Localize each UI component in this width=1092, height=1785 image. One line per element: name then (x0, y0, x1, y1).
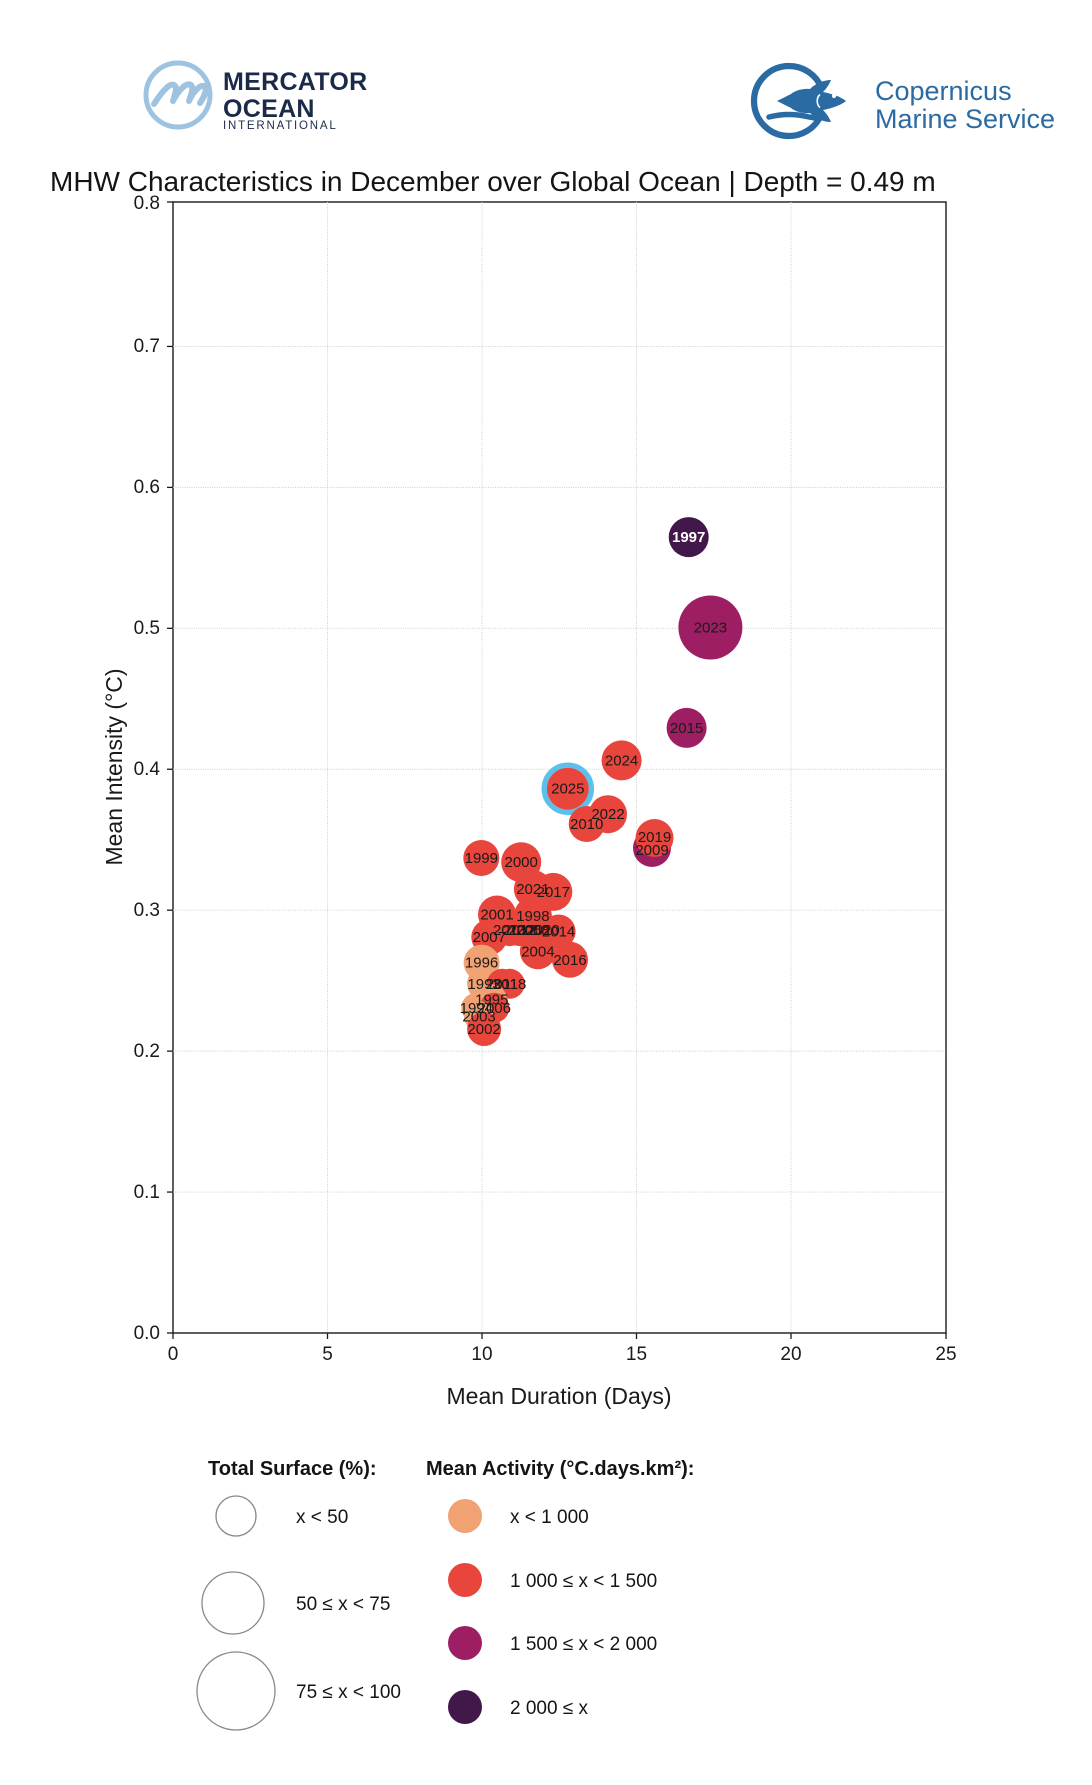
svg-text:1997: 1997 (672, 529, 705, 546)
svg-text:Mean Activity (°C.days.km²):: Mean Activity (°C.days.km²): (426, 1458, 694, 1480)
svg-text:0.2: 0.2 (134, 1041, 160, 1062)
svg-text:75 ≤ x < 100: 75 ≤ x < 100 (296, 1682, 401, 1703)
svg-text:1 500 ≤ x < 2 000: 1 500 ≤ x < 2 000 (510, 1634, 657, 1655)
svg-text:2001: 2001 (480, 907, 513, 924)
svg-text:10: 10 (471, 1344, 492, 1365)
svg-text:Mean Duration (Days): Mean Duration (Days) (447, 1383, 672, 1409)
svg-text:x < 1 000: x < 1 000 (510, 1507, 589, 1528)
svg-text:0.6: 0.6 (134, 477, 160, 498)
svg-text:0.3: 0.3 (134, 900, 160, 921)
svg-text:x < 50: x < 50 (296, 1507, 348, 1528)
svg-text:25: 25 (935, 1344, 956, 1365)
svg-text:2002: 2002 (467, 1021, 500, 1038)
svg-text:2004: 2004 (521, 943, 554, 960)
svg-text:0.0: 0.0 (134, 1323, 160, 1344)
svg-text:Mean Intensity (°C): Mean Intensity (°C) (101, 668, 127, 865)
svg-text:2018: 2018 (493, 976, 526, 993)
svg-text:0.5: 0.5 (134, 618, 160, 639)
svg-text:0: 0 (168, 1344, 179, 1365)
svg-text:5: 5 (322, 1344, 333, 1365)
svg-text:2014: 2014 (542, 924, 575, 941)
svg-text:2023: 2023 (694, 620, 727, 637)
svg-text:2 000 ≤ x: 2 000 ≤ x (510, 1698, 589, 1719)
svg-text:2015: 2015 (670, 720, 703, 737)
svg-text:2007: 2007 (473, 929, 506, 946)
svg-text:0.1: 0.1 (134, 1182, 160, 1203)
svg-text:2009: 2009 (635, 842, 668, 859)
svg-text:2016: 2016 (553, 952, 586, 969)
svg-text:20: 20 (780, 1344, 801, 1365)
svg-text:2025: 2025 (551, 781, 584, 798)
svg-text:1 000 ≤ x < 1 500: 1 000 ≤ x < 1 500 (510, 1571, 657, 1592)
svg-text:2000: 2000 (505, 854, 538, 871)
svg-text:2010: 2010 (570, 816, 603, 833)
svg-text:0.4: 0.4 (134, 759, 161, 780)
svg-text:15: 15 (626, 1344, 647, 1365)
svg-text:0.7: 0.7 (134, 336, 160, 357)
svg-text:2017: 2017 (537, 884, 570, 901)
svg-text:0.8: 0.8 (134, 193, 160, 214)
svg-text:1996: 1996 (465, 955, 498, 972)
svg-text:50 ≤ x < 75: 50 ≤ x < 75 (296, 1594, 390, 1615)
svg-text:Total Surface (%):: Total Surface (%): (208, 1458, 377, 1480)
svg-text:1999: 1999 (465, 850, 498, 867)
svg-text:2024: 2024 (605, 752, 638, 769)
